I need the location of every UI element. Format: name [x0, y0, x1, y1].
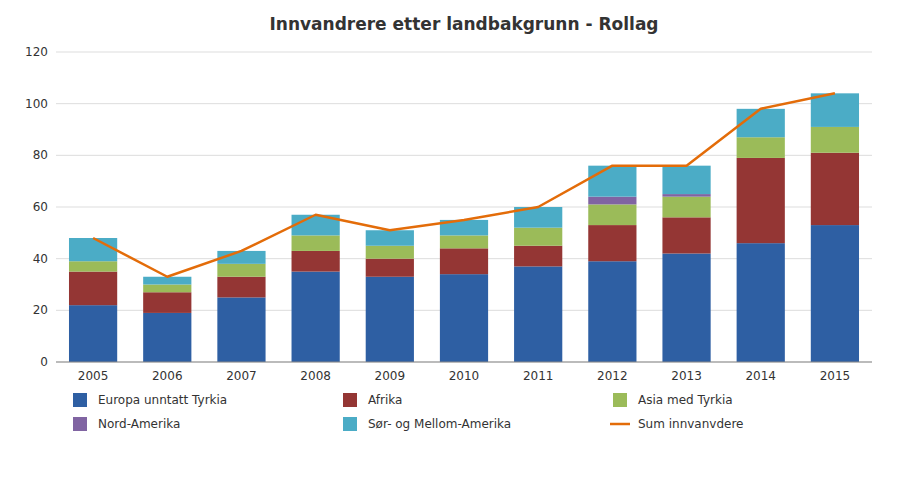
bar: [143, 292, 191, 313]
x-tick-label: 2013: [671, 369, 702, 383]
bar: [811, 93, 859, 127]
bar: [737, 158, 785, 243]
chart: Innvandrere etter landbakgrunn - Rollag 0…: [0, 0, 898, 483]
legend-swatch: [343, 417, 357, 431]
x-tick-label: 2012: [597, 369, 628, 383]
bar: [588, 261, 636, 362]
y-tick-label: 120: [25, 45, 48, 59]
line: [93, 93, 835, 276]
legend: Europa unntatt Tyrkia Afrika Asia med Tyrk…: [73, 393, 744, 431]
x-tick-label: 2007: [226, 369, 257, 383]
bar: [811, 127, 859, 153]
bar-series: [69, 93, 859, 284]
bar: [811, 153, 859, 225]
legend-label: Afrika: [368, 393, 402, 407]
bar: [737, 243, 785, 362]
legend-label: Sør- og Mellom-Amerika: [368, 417, 511, 431]
bar: [69, 305, 117, 362]
legend-swatch: [73, 417, 87, 431]
bar: [69, 272, 117, 306]
bar: [143, 285, 191, 293]
x-tick-label: 2008: [300, 369, 331, 383]
x-tick-label: 2011: [523, 369, 554, 383]
y-tick-label: 40: [33, 252, 48, 266]
grid-line: [56, 52, 872, 53]
legend-swatch: [613, 393, 627, 407]
y-tick-label: 0: [40, 355, 48, 369]
bar-series: [69, 127, 859, 292]
bar: [514, 266, 562, 362]
bar: [366, 230, 414, 246]
x-tick-label: 2015: [820, 369, 851, 383]
bar: [514, 246, 562, 267]
legend-swatch: [73, 393, 87, 407]
bar: [292, 251, 340, 272]
x-tick-label: 2005: [78, 369, 109, 383]
grid: [56, 52, 872, 362]
legend-label: Asia med Tyrkia: [638, 393, 733, 407]
grid-line: [56, 103, 872, 104]
y-tick-label: 100: [25, 97, 48, 111]
bar: [292, 272, 340, 362]
bar: [217, 297, 265, 362]
bar-series: [69, 225, 859, 362]
bar: [440, 274, 488, 362]
y-tick-label: 20: [33, 303, 48, 317]
y-tick-label: 60: [33, 200, 48, 214]
legend-label: Europa unntatt Tyrkia: [98, 393, 227, 407]
grid-line: [56, 362, 872, 363]
bar: [217, 264, 265, 277]
x-axis-line: [56, 362, 872, 363]
legend-label: Nord-Amerika: [98, 417, 180, 431]
bar: [440, 248, 488, 274]
bar: [737, 137, 785, 158]
chart-container: Innvandrere etter landbakgrunn - Rollag 0…: [0, 0, 898, 483]
bar: [662, 217, 710, 253]
bar: [514, 228, 562, 246]
legend-swatch: [610, 423, 630, 426]
bar: [811, 225, 859, 362]
x-tick-label: 2009: [375, 369, 406, 383]
bar: [662, 194, 710, 197]
x-tick-label: 2006: [152, 369, 183, 383]
bar: [69, 261, 117, 271]
bar: [588, 166, 636, 197]
legend-label: Sum innvanvdere: [638, 417, 744, 431]
bar: [662, 166, 710, 194]
bar: [143, 313, 191, 362]
legend-swatch: [343, 393, 357, 407]
bar-series: [69, 153, 859, 313]
bar: [662, 197, 710, 218]
bar: [366, 259, 414, 277]
y-tick-label: 80: [33, 148, 48, 162]
bar: [440, 235, 488, 248]
bar: [588, 197, 636, 205]
bar: [588, 204, 636, 225]
bar: [69, 238, 117, 261]
bar: [366, 246, 414, 259]
bar: [217, 277, 265, 298]
x-tick-label: 2014: [745, 369, 776, 383]
bar: [292, 235, 340, 251]
x-tick-label: 2010: [449, 369, 480, 383]
bar: [662, 254, 710, 363]
bar: [588, 225, 636, 261]
bar: [366, 277, 414, 362]
plot-area: [69, 93, 859, 362]
title: Innvandrere etter landbakgrunn - Rollag: [269, 14, 658, 34]
